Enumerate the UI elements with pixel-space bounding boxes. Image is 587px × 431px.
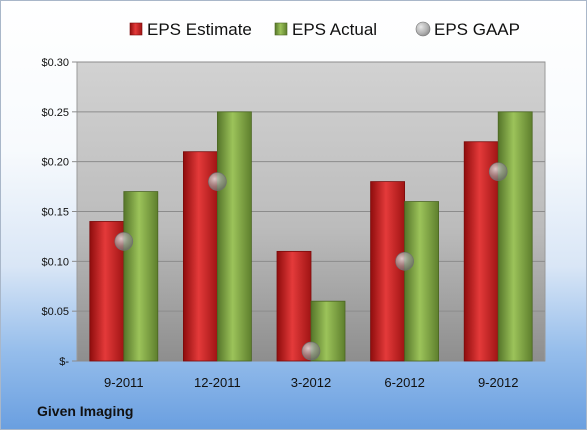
marker-eps-gaap <box>488 162 508 181</box>
x-tick-label: 9-2012 <box>478 375 518 390</box>
legend-label: EPS Estimate <box>147 20 252 39</box>
x-tick-label: 3-2012 <box>291 375 331 390</box>
x-tick-label: 6-2012 <box>384 375 424 390</box>
legend-swatch <box>129 22 143 36</box>
bars <box>89 111 533 362</box>
legend: EPS Estimate EPS Actual EPS GAAP <box>129 20 520 39</box>
bar-eps-actual <box>404 201 440 362</box>
y-tick-label: $0.25 <box>41 107 69 119</box>
y-tick-label: $- <box>59 356 69 368</box>
bar-eps-estimate <box>370 181 406 362</box>
marker-eps-gaap <box>208 172 227 191</box>
bar-eps-actual <box>123 191 159 362</box>
x-tick-label: 12-2011 <box>194 375 241 390</box>
gaap-markers <box>114 162 508 361</box>
bar-eps-actual <box>216 111 252 362</box>
marker-eps-gaap <box>301 341 321 361</box>
y-tick-label: $0.30 <box>41 57 69 69</box>
y-tick-label: $0.15 <box>41 207 69 219</box>
legend-label: EPS GAAP <box>434 20 520 39</box>
marker-eps-gaap <box>114 232 134 251</box>
y-tick-label: $0.20 <box>41 157 69 169</box>
legend-swatch <box>415 21 431 37</box>
legend-label: EPS Actual <box>292 20 377 39</box>
bar-eps-actual <box>497 111 533 362</box>
bar-eps-estimate <box>182 151 218 362</box>
y-tick-label: $0.05 <box>41 306 69 318</box>
marker-eps-gaap <box>395 252 414 271</box>
y-axis: $0.30 $0.25 $0.20 $0.15 $0.10 $0.05 $- <box>41 57 77 368</box>
legend-swatch <box>274 22 288 36</box>
x-axis: 9-2011 12-2011 3-2012 6-2012 9-2012 <box>104 375 518 390</box>
x-tick-label: 9-2011 <box>104 375 144 390</box>
bar-eps-estimate <box>276 250 312 362</box>
y-tick-label: $0.10 <box>41 256 69 268</box>
company-name: Given Imaging <box>37 403 134 419</box>
